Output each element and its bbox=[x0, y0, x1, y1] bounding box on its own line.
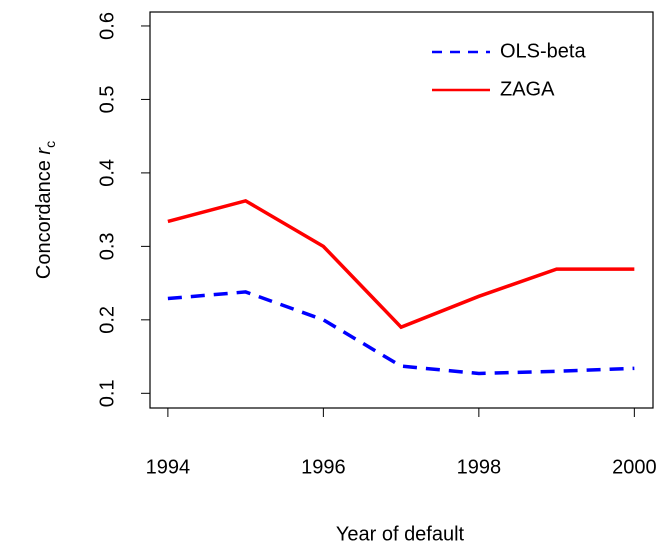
x-tick-label: 2000 bbox=[612, 456, 657, 478]
y-label-symbol: r bbox=[33, 147, 55, 155]
y-tick-label: 0.2 bbox=[96, 306, 118, 334]
series-line bbox=[167, 290, 635, 376]
x-tick-label: 1996 bbox=[301, 456, 346, 478]
y-tick-label: 0.3 bbox=[96, 232, 118, 260]
plot-box bbox=[149, 11, 654, 409]
y-axis-label: Concordance rc bbox=[33, 141, 57, 279]
y-tick-label: 0.1 bbox=[96, 379, 118, 407]
y-label-subscript: c bbox=[42, 141, 58, 148]
legend-label: ZAGA bbox=[500, 78, 555, 100]
series-line bbox=[167, 198, 635, 330]
x-tick-label: 1998 bbox=[457, 456, 502, 478]
legend-label: OLS-beta bbox=[500, 40, 586, 62]
x-axis-label: Year of default bbox=[336, 523, 465, 545]
y-tick-label: 0.5 bbox=[96, 86, 118, 114]
y-label-text: Concordance bbox=[33, 160, 55, 279]
x-tick-label: 1994 bbox=[146, 456, 191, 478]
y-tick-label: 0.4 bbox=[96, 159, 118, 187]
y-tick-label: 0.6 bbox=[96, 12, 118, 40]
